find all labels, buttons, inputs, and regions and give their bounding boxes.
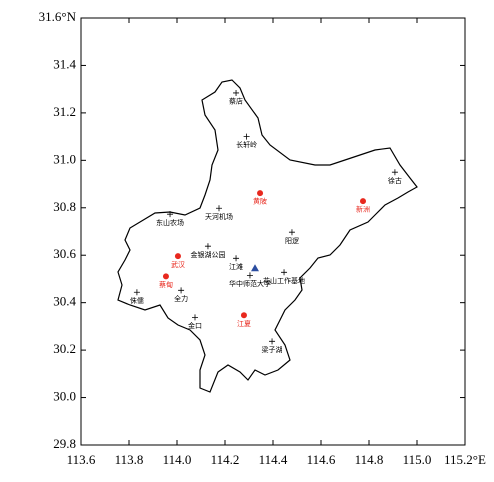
station-dot	[360, 198, 366, 205]
x-tick-label: 114.8	[355, 452, 384, 467]
y-tick-label: 30.6	[53, 246, 76, 261]
station-plus	[246, 272, 253, 279]
x-tick-label: 114.0	[163, 452, 192, 467]
station-plus	[133, 289, 140, 296]
station-label: 蔡店	[229, 97, 243, 106]
station-plus	[167, 211, 174, 218]
station-dot	[257, 190, 264, 197]
x-tick-label: 114.2	[211, 452, 240, 467]
station-plus	[288, 229, 295, 236]
station-dot	[174, 253, 181, 260]
station-plus	[391, 169, 398, 176]
station-plus	[178, 287, 185, 294]
station-label: 江夏	[237, 320, 251, 328]
station-label: 蔡甸	[159, 280, 173, 289]
station-label: 阳逻	[285, 236, 299, 245]
station-label: 梁子湖	[262, 345, 283, 354]
boundary	[117, 79, 418, 393]
station-plus	[233, 255, 240, 262]
station-label: 武汉	[171, 260, 185, 269]
station-label: 花山工作基地	[263, 276, 305, 285]
y-tick-label: 31.4	[53, 56, 76, 71]
x-tick-label: 115.2°E	[444, 452, 486, 467]
station-label: 黄陂	[253, 197, 267, 206]
station-plus	[281, 269, 288, 276]
station-plus	[192, 314, 198, 321]
station-plus	[204, 243, 211, 250]
y-tick-label: 30.4	[53, 294, 76, 309]
station-triangle	[251, 264, 259, 272]
x-tick-label: 115.0	[403, 452, 432, 467]
station-label: 金口	[188, 321, 202, 330]
x-tick-label: 114.4	[259, 452, 288, 467]
frame	[80, 17, 466, 446]
station-plus	[243, 133, 250, 140]
x-tick-label: 113.6	[67, 452, 96, 467]
x-tick-label: 114.6	[307, 452, 336, 467]
station-label: 新洲	[356, 205, 370, 214]
station-label: 长轩岭	[236, 140, 257, 149]
y-tick-label: 30.8	[53, 199, 76, 214]
station-dot	[162, 273, 169, 280]
station-plus	[269, 338, 276, 345]
y-tick-label: 30.2	[53, 341, 76, 356]
y-tick-label: 31.6°N	[39, 9, 77, 24]
station-label: 金银湖公园	[190, 250, 225, 259]
station-label: 徐古	[388, 176, 402, 185]
station-label: 东山农场	[156, 218, 184, 227]
y-tick-label: 29.8	[53, 436, 76, 451]
y-tick-label: 31.2	[53, 104, 76, 119]
station-plus	[216, 205, 222, 212]
station-label: 全力	[174, 294, 188, 303]
station-plus	[233, 89, 240, 96]
station-label: 华中师范大学	[229, 279, 271, 288]
y-tick-label: 31.0	[53, 151, 76, 166]
station-label: 侏儒	[130, 296, 144, 305]
x-tick-label: 113.8	[115, 452, 144, 467]
y-tick-label: 30.0	[53, 389, 76, 404]
station-label: 天河机场	[205, 212, 233, 221]
station-dot	[240, 312, 247, 319]
station-label: 江滩	[229, 262, 243, 271]
